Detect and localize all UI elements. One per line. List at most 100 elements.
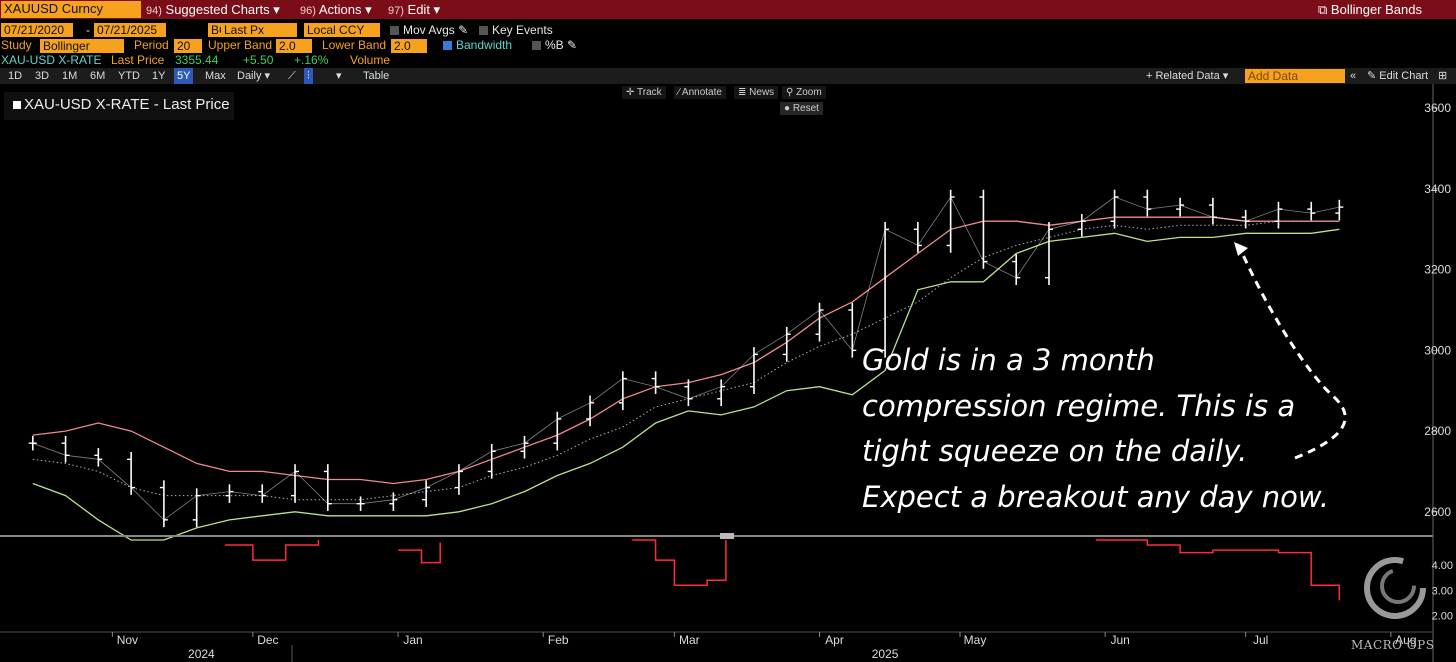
reset-button[interactable]: ● Reset	[780, 102, 823, 115]
key-events-toggle[interactable]: Key Events	[479, 23, 553, 38]
annotation-text: Gold is in a 3 month compression regime.…	[862, 338, 1382, 520]
menu-number: 96)	[300, 5, 316, 17]
change-value: +5.50	[243, 53, 274, 67]
actions-menu[interactable]: 96) Actions ▾	[300, 2, 372, 17]
annotation-line: tight squeeze on the daily.	[862, 434, 1248, 468]
table-button[interactable]: Table	[363, 70, 390, 82]
period-3d[interactable]: 3D	[35, 70, 50, 82]
price-line	[32, 196, 1340, 521]
checkbox-icon	[443, 41, 452, 50]
legend-label: XAU-USD X-RATE - Last Price	[24, 96, 230, 113]
mov-avgs-label: Mov Avgs	[403, 23, 455, 37]
edit-chart-button[interactable]: ✎ Edit Chart	[1367, 68, 1428, 84]
mov-avgs-toggle[interactable]: Mov Avgs ✎	[390, 23, 468, 38]
pctb-label: %B	[545, 38, 564, 52]
chart-type-button[interactable]: ⧉ Bollinger Bands	[1318, 0, 1422, 19]
frequency-select[interactable]: Daily ▾	[237, 70, 271, 82]
collapse-icon[interactable]: «	[1350, 70, 1357, 82]
period-1m[interactable]: 1M	[62, 70, 78, 82]
period-1d[interactable]: 1D	[8, 70, 23, 82]
bandwidth-line	[224, 540, 320, 561]
period-ytd[interactable]: YTD	[118, 70, 140, 82]
bandwidth-tick-label: 3.00	[1432, 585, 1453, 597]
crosshair-icon: ✛	[626, 87, 635, 98]
track-label: Track	[637, 87, 662, 98]
bandwidth-label: Bandwidth	[456, 38, 513, 52]
annotation-line: Expect a breakout any day now.	[862, 479, 1330, 514]
checkbox-icon	[390, 26, 399, 35]
study-select[interactable]: Bollinger	[40, 39, 124, 53]
checkbox-icon	[532, 41, 541, 50]
period-max[interactable]: Max	[205, 70, 226, 82]
change-pct-value: +.16%	[294, 53, 329, 67]
bandwidth-line	[398, 542, 441, 564]
grid-icon[interactable]: ⊞	[1438, 70, 1448, 82]
menu-label: Actions	[318, 2, 362, 17]
news-icon: ≣	[738, 87, 747, 98]
checkbox-icon	[479, 26, 488, 35]
x-tick-label: Apr	[825, 633, 844, 647]
suggested-charts-menu[interactable]: 94) Suggested Charts ▾	[146, 2, 280, 17]
period-5y[interactable]: 5Y	[174, 68, 194, 84]
y-tick-label: 2600	[1424, 505, 1451, 519]
news-button[interactable]: ≣ News	[734, 86, 779, 99]
end-date-field[interactable]: 07/21/2025	[94, 23, 166, 37]
currency-select[interactable]: Local CCY	[304, 23, 380, 37]
lower-band-label: Lower Band	[322, 38, 387, 52]
start-date-field[interactable]: 07/21/2020	[1, 23, 73, 37]
zoom-button[interactable]: ⚲ Zoom	[782, 86, 826, 99]
lower-band-line	[32, 228, 1340, 541]
last-price-value: 3355.44	[175, 53, 219, 67]
bandwidth-line	[1095, 539, 1341, 601]
bandwidth-line	[632, 539, 727, 587]
ticker-label: XAU-USD X-RATE	[1, 53, 102, 67]
security-field[interactable]: XAUUSD Curncy	[1, 1, 141, 18]
legend-swatch	[13, 101, 21, 109]
news-label: News	[749, 87, 775, 98]
study-label: Study	[1, 38, 32, 52]
chart-toolbar	[0, 68, 1456, 84]
period-6m[interactable]: 6M	[90, 70, 106, 82]
annotation-arrow	[1234, 242, 1347, 460]
launch-icon: ⧉	[1318, 2, 1328, 17]
chart-style-dropdown[interactable]: ▾	[336, 70, 342, 82]
lower-band-field[interactable]: 2.0	[391, 39, 427, 53]
y-tick-label: 2800	[1424, 424, 1451, 438]
x-tick-label: Jan	[403, 633, 422, 647]
annotation-line: compression regime. This is a	[862, 388, 1296, 423]
pencil-icon: ✎	[567, 38, 578, 52]
edit-chart-label: Edit Chart	[1379, 70, 1429, 82]
x-tick-label: Feb	[548, 633, 569, 647]
year-label: 2025	[872, 647, 899, 661]
x-tick-label: Jun	[1111, 633, 1130, 647]
upper-band-label: Upper Band	[208, 38, 273, 52]
date-separator: -	[86, 23, 90, 37]
header-bar	[0, 0, 1456, 19]
y-tick-label: 3000	[1424, 343, 1451, 357]
related-data-button[interactable]: + Related Data ▾	[1146, 70, 1229, 82]
chart-type-label: Bollinger Bands	[1330, 2, 1422, 17]
bandwidth-toggle[interactable]: Bandwidth	[443, 38, 512, 53]
price-chart: 2600 2800 3000 3200 3400 3600 2.00 3.00 4.00 Nov D…	[0, 84, 1453, 662]
bar-chart-icon[interactable]: ⫶	[304, 68, 313, 84]
add-data-input[interactable]: Add Data	[1245, 69, 1345, 83]
chart-legend: XAU-USD X-RATE - Last Price	[4, 92, 234, 120]
macro-ops-logo	[1364, 557, 1426, 619]
period-field[interactable]: 20	[174, 39, 202, 53]
x-tick-label: May	[964, 633, 987, 647]
magnifier-icon: ⚲	[786, 87, 794, 98]
pctb-toggle[interactable]: %B ✎	[532, 38, 577, 53]
line-chart-icon[interactable]: ⟋	[288, 70, 296, 82]
track-button[interactable]: ✛ Track	[622, 86, 666, 99]
field-select[interactable]: Last Px	[221, 23, 297, 37]
x-tick-label: Aug	[1395, 633, 1416, 647]
edit-menu[interactable]: 97) Edit ▾	[388, 2, 441, 17]
bandwidth-tick-label: 2.00	[1432, 610, 1453, 622]
x-tick-label: Jul	[1253, 633, 1268, 647]
annotate-button[interactable]: ∕ Annotate	[674, 86, 726, 99]
menu-label: Suggested Charts	[165, 2, 270, 17]
upper-band-field[interactable]: 2.0	[276, 39, 312, 53]
period-1y[interactable]: 1Y	[152, 70, 166, 82]
frequency-label: Daily	[237, 70, 262, 82]
pencil-icon: ✎	[1367, 70, 1377, 82]
